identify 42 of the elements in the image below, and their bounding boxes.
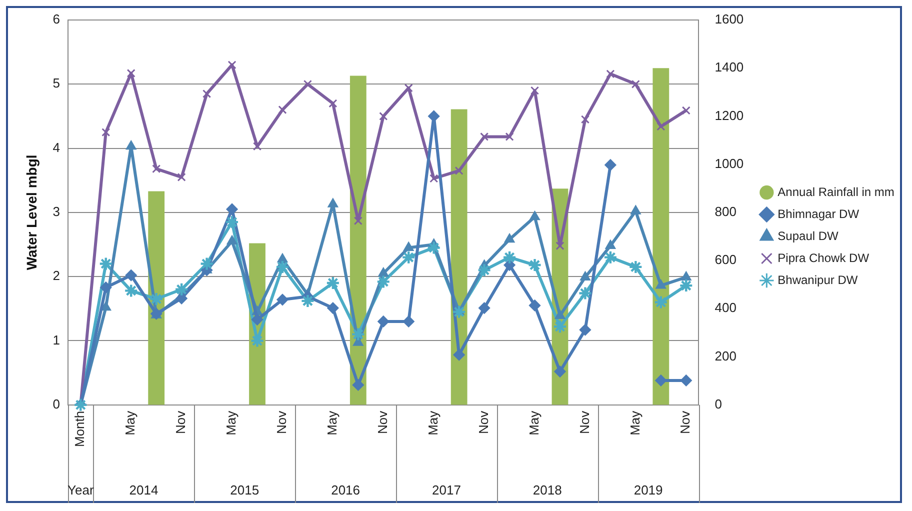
x-tick-label: Nov xyxy=(274,410,290,434)
y2-tick-label: 800 xyxy=(714,204,736,220)
legend-label: Annual Rainfall in mm xyxy=(778,184,894,199)
x-tick-label: May xyxy=(526,410,542,436)
y-tick-label: 6 xyxy=(52,12,60,27)
y2-tick-label: 200 xyxy=(714,348,736,364)
text: 2019 xyxy=(634,482,663,498)
y2-tick-label: 1200 xyxy=(714,108,744,123)
legend-label: Supaul DW xyxy=(778,228,840,243)
y2-tick-label: 1400 xyxy=(714,60,744,75)
text: 2016 xyxy=(331,482,360,498)
legend-label: Pipra Chowk DW xyxy=(778,250,870,265)
y-tick-label: 5 xyxy=(52,76,60,91)
x-tick-label: May xyxy=(324,410,340,436)
legend-label: Bhimnagar DW xyxy=(778,206,860,221)
text: 2017 xyxy=(432,482,461,498)
x-tick-label: Nov xyxy=(173,410,188,434)
text: 2014 xyxy=(129,482,158,498)
x-tick-label: May xyxy=(224,410,239,436)
x-tick-label: Nov xyxy=(576,410,592,434)
x-tick-label: Month xyxy=(72,410,88,448)
y2-tick-label: 1600 xyxy=(714,12,744,27)
y2-tick-label: 1000 xyxy=(714,156,744,171)
y2-tick-label: 400 xyxy=(714,300,736,316)
y-tick-label: 1 xyxy=(52,332,60,348)
y-tick-label: 0 xyxy=(52,396,60,412)
y-tick-label: 3 xyxy=(52,204,60,220)
x-tick-label: May xyxy=(627,410,642,436)
x-tick-label: Nov xyxy=(678,410,693,434)
x-tick-label: Nov xyxy=(476,410,491,434)
legend-label: Bhwanipur DW xyxy=(778,272,858,287)
x-tick-label: Nov xyxy=(374,410,390,434)
y-tick-label: 2 xyxy=(52,268,60,284)
text: 2018 xyxy=(532,482,562,498)
x-tick-label: May xyxy=(425,410,440,436)
y-tick-label: 4 xyxy=(52,140,60,155)
text: 2015 xyxy=(230,482,260,498)
x-tick-label: May xyxy=(122,410,138,436)
y-axis-title: Water Level mbgl xyxy=(23,154,40,270)
y2-tick-label: 600 xyxy=(714,252,736,268)
y2-tick-label: 0 xyxy=(714,396,722,412)
text: Year xyxy=(68,482,94,498)
